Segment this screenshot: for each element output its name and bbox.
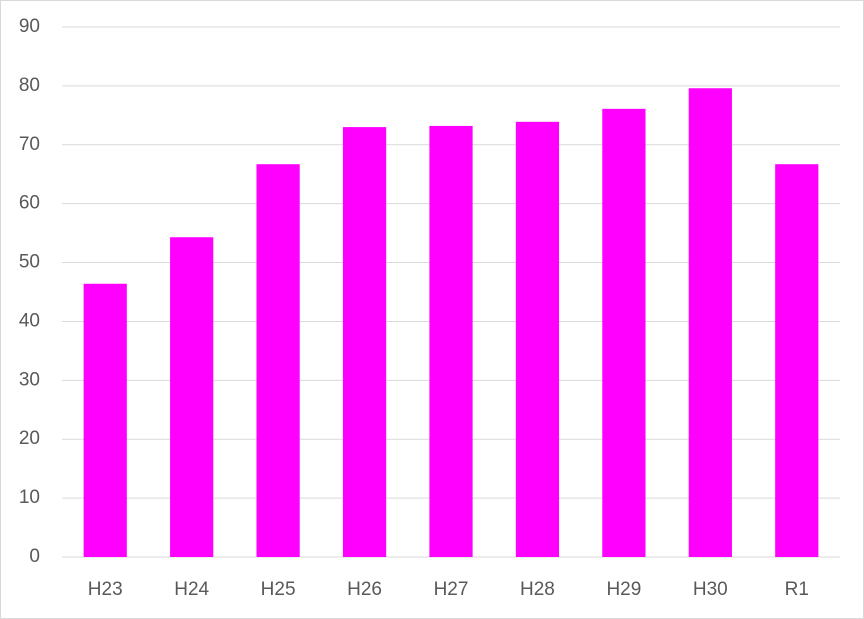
y-tick-label: 0 bbox=[29, 546, 40, 567]
x-tick-label: H28 bbox=[520, 579, 555, 600]
y-tick-label: 40 bbox=[19, 310, 40, 331]
x-tick-label: H24 bbox=[174, 579, 209, 600]
y-tick-label: 70 bbox=[19, 134, 40, 155]
x-tick-label: H30 bbox=[693, 579, 728, 600]
x-tick-label: H26 bbox=[347, 579, 382, 600]
bar bbox=[775, 164, 819, 557]
bar bbox=[429, 125, 473, 557]
bar bbox=[342, 127, 387, 557]
y-tick-label: 20 bbox=[19, 428, 40, 449]
bar bbox=[515, 121, 560, 558]
y-tick-label: 80 bbox=[19, 75, 40, 96]
x-tick-label: R1 bbox=[785, 579, 809, 600]
y-tick-label: 90 bbox=[19, 16, 40, 37]
y-tick-label: 10 bbox=[19, 487, 40, 508]
bar bbox=[170, 237, 214, 557]
x-tick-label: H29 bbox=[606, 579, 641, 600]
x-tick-label: H27 bbox=[434, 579, 469, 600]
bar bbox=[256, 164, 300, 557]
bar bbox=[688, 88, 732, 557]
x-tick-label: H25 bbox=[261, 579, 296, 600]
bar bbox=[602, 108, 646, 557]
y-tick-label: 60 bbox=[19, 193, 40, 214]
x-tick-label: H23 bbox=[88, 579, 123, 600]
bar bbox=[83, 283, 127, 557]
y-tick-label: 30 bbox=[19, 369, 40, 390]
y-tick-label: 50 bbox=[19, 252, 40, 273]
